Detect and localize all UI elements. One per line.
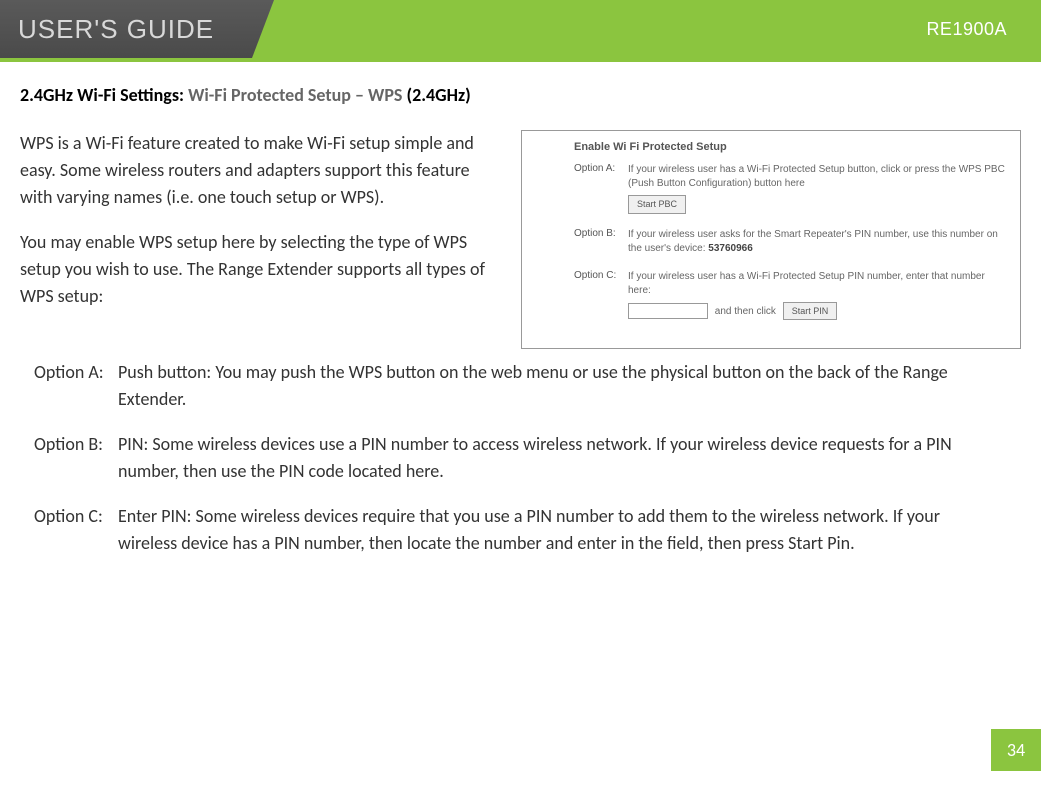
wps-panel: Enable Wi Fi Protected Setup Option A: I… — [521, 130, 1021, 349]
section-title: 2.4GHz Wi-Fi Settings: Wi-Fi Protected S… — [20, 84, 1021, 106]
options-list: Option A: Push button: You may push the … — [20, 359, 1021, 557]
wps-panel-option-c-text: If your wireless user has a Wi-Fi Protec… — [628, 271, 985, 296]
option-a-text: Push button: You may push the WPS button… — [118, 359, 1001, 413]
header-title-wrap: USER'S GUIDE — [0, 0, 274, 58]
wps-panel-option-a: Option A: If your wireless user has a Wi… — [574, 163, 1006, 214]
page-number: 34 — [991, 729, 1041, 771]
wps-panel-option-a-text: If your wireless user has a Wi-Fi Protec… — [628, 164, 1005, 189]
header-accent-bar: RE1900A — [274, 0, 1041, 58]
wps-panel-option-b-text: If your wireless user asks for the Smart… — [628, 229, 998, 254]
wps-panel-option-a-body: If your wireless user has a Wi-Fi Protec… — [628, 163, 1006, 214]
section-title-prefix: 2.4GHz Wi-Fi Settings: — [20, 84, 188, 106]
option-a-label: Option A: — [34, 359, 118, 413]
header-title: USER'S GUIDE — [18, 14, 214, 45]
page-header: USER'S GUIDE RE1900A — [0, 0, 1041, 58]
option-c: Option C: Enter PIN: Some wireless devic… — [34, 503, 1001, 557]
intro-p1: WPS is a Wi-Fi feature created to make W… — [20, 130, 497, 211]
wps-panel-title: Enable Wi Fi Protected Setup — [574, 141, 1006, 153]
wps-panel-option-c: Option C: If your wireless user has a Wi… — [574, 270, 1006, 321]
start-pbc-button[interactable]: Start PBC — [628, 195, 686, 214]
option-a: Option A: Push button: You may push the … — [34, 359, 1001, 413]
wps-panel-option-b: Option B: If your wireless user asks for… — [574, 228, 1006, 256]
wps-pin-value: 53760966 — [708, 243, 753, 254]
wps-panel-option-c-body: If your wireless user has a Wi-Fi Protec… — [628, 270, 1006, 321]
option-b-label: Option B: — [34, 431, 118, 485]
wps-panel-option-b-label: Option B: — [574, 228, 628, 256]
wps-panel-option-b-body: If your wireless user asks for the Smart… — [628, 228, 1006, 256]
page-content: 2.4GHz Wi-Fi Settings: Wi-Fi Protected S… — [0, 62, 1041, 557]
section-title-gray: Wi-Fi Protected Setup – WPS — [188, 84, 406, 106]
option-c-label: Option C: — [34, 503, 118, 557]
option-c-text: Enter PIN: Some wireless devices require… — [118, 503, 1001, 557]
wps-panel-option-c-inline: and then click — [715, 306, 776, 317]
section-title-suffix: (2.4GHz) — [407, 84, 471, 106]
wps-panel-option-a-label: Option A: — [574, 163, 628, 214]
pin-input[interactable] — [628, 303, 708, 319]
intro-text: WPS is a Wi-Fi feature created to make W… — [20, 130, 497, 328]
wps-panel-option-c-label: Option C: — [574, 270, 628, 321]
header-model: RE1900A — [926, 19, 1007, 40]
option-b-text: PIN: Some wireless devices use a PIN num… — [118, 431, 1001, 485]
intro-p2: You may enable WPS setup here by selecti… — [20, 229, 497, 310]
start-pin-button[interactable]: Start PIN — [783, 302, 838, 321]
intro-row: WPS is a Wi-Fi feature created to make W… — [20, 130, 1021, 349]
option-b: Option B: PIN: Some wireless devices use… — [34, 431, 1001, 485]
